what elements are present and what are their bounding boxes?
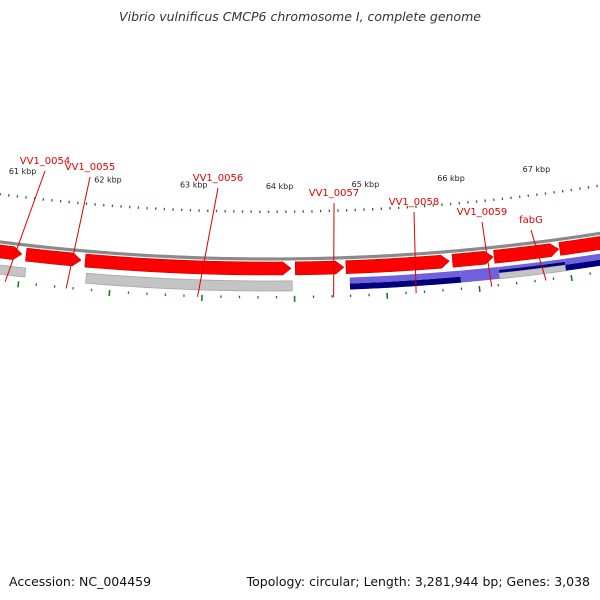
scale-label: 63 kbp bbox=[180, 181, 208, 190]
cds-arrow bbox=[84, 253, 292, 276]
gene-feature-track bbox=[0, 253, 600, 292]
cds-arrow bbox=[0, 244, 23, 260]
cds-arrow bbox=[345, 254, 450, 274]
gene-label-leader bbox=[413, 211, 417, 294]
gene-bar bbox=[460, 266, 500, 283]
gene-bar bbox=[0, 264, 27, 278]
gene-label-leader bbox=[65, 176, 91, 289]
gene-label: VV1_0056 bbox=[193, 173, 244, 184]
gene-label: VV1_0059 bbox=[457, 207, 508, 218]
gene-label-leader bbox=[481, 221, 493, 287]
gene-bar bbox=[498, 261, 566, 273]
cds-arrow bbox=[451, 250, 494, 268]
upper-tick bbox=[570, 274, 573, 282]
upper-tick-track bbox=[0, 272, 591, 302]
backbone-line bbox=[0, 231, 600, 261]
gene-label: VV1_0058 bbox=[389, 197, 440, 208]
scale-label-track: 61 kbp 62 kbp 63 kbp 64 kbp 65 kbp 66 kbp 67 k… bbox=[9, 165, 550, 191]
cds-feature-track bbox=[0, 236, 600, 276]
cds-arrow bbox=[294, 260, 345, 276]
gene-bar bbox=[498, 258, 565, 270]
gene-bar bbox=[565, 259, 600, 271]
gene-label: VV1_0055 bbox=[65, 162, 116, 173]
scale-label: 61 kbp bbox=[9, 167, 37, 176]
scale-tick-track bbox=[0, 184, 598, 213]
map-title: Vibrio vulnificus CMCP6 chromosome I, co… bbox=[119, 9, 481, 24]
upper-tick bbox=[478, 285, 481, 292]
gene-bar bbox=[85, 272, 293, 292]
gene-label: fabG bbox=[519, 215, 543, 226]
gene-label-leader bbox=[530, 229, 547, 281]
gene-bar bbox=[564, 253, 600, 265]
gene-label-leader bbox=[4, 170, 46, 283]
scale-label: 64 kbp bbox=[266, 182, 294, 191]
backbone-track bbox=[0, 231, 600, 261]
cds-arrow bbox=[558, 236, 600, 256]
gene-label: VV1_0057 bbox=[309, 188, 360, 199]
upper-tick bbox=[17, 281, 20, 288]
genome-summary-text: Topology: circular; Length: 3,281,944 bp… bbox=[246, 574, 590, 589]
cds-arrow bbox=[25, 247, 82, 267]
gene-label: VV1_0054 bbox=[20, 156, 71, 167]
gene-label-leader bbox=[197, 187, 219, 297]
scale-label: 67 kbp bbox=[523, 165, 551, 174]
gene-bar bbox=[349, 276, 462, 290]
gene-bar bbox=[349, 270, 461, 284]
cds-arrow bbox=[493, 243, 560, 264]
scale-label: 65 kbp bbox=[352, 180, 380, 189]
scale-label: 62 kbp bbox=[94, 176, 122, 185]
scale-label: 66 kbp bbox=[437, 174, 465, 183]
accession-text: Accession: NC_004459 bbox=[9, 574, 152, 589]
